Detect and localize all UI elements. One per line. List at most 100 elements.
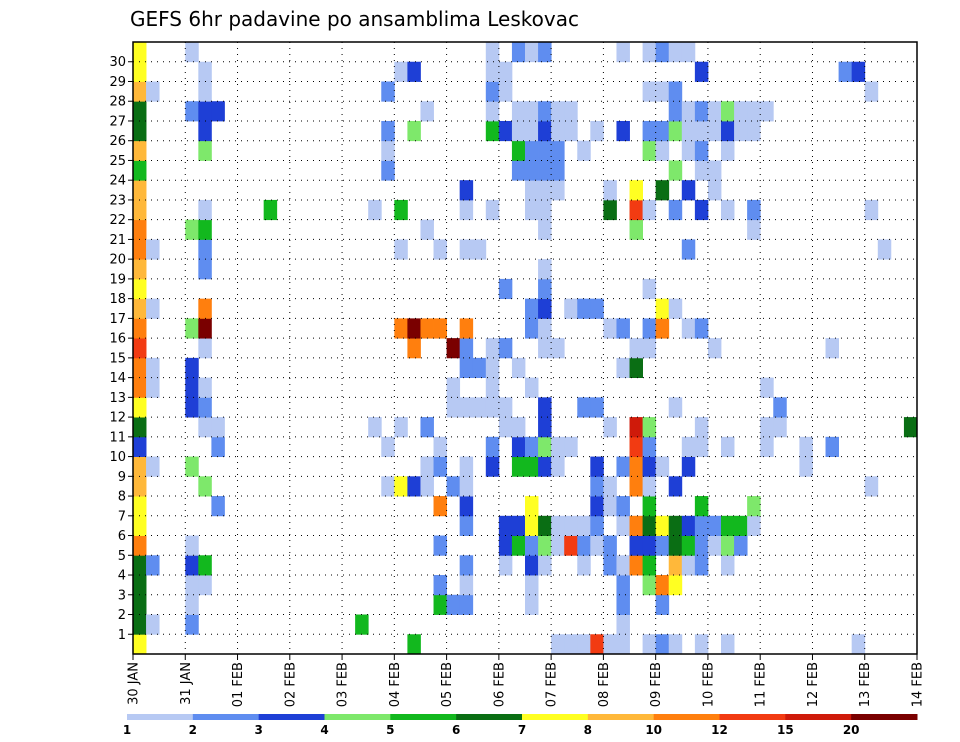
cell-member-10-step-32 xyxy=(551,436,565,457)
cell-member-27-step-41 xyxy=(668,101,683,122)
plot-frame xyxy=(132,41,918,655)
cell-member-14-step-1 xyxy=(146,357,160,379)
y-tick-label: 7 xyxy=(118,509,126,524)
x-tick-label: 03 FEB xyxy=(336,662,351,707)
cell-member-23-step-30 xyxy=(525,180,539,201)
cell-member-6-step-41 xyxy=(668,515,683,536)
cell-member-5-step-38 xyxy=(629,535,643,556)
cell-member-26-step-40 xyxy=(655,120,670,142)
cell-member-6-step-31 xyxy=(538,515,552,536)
cell-member-8-step-24 xyxy=(446,476,461,497)
cell-member-24-step-29 xyxy=(511,160,526,181)
cell-member-9-step-32 xyxy=(551,456,565,477)
cell-member-6-step-45 xyxy=(721,515,735,536)
cell-member-7-step-47 xyxy=(747,496,761,517)
cell-member-5-step-35 xyxy=(590,535,604,556)
y-tick-label: 2 xyxy=(118,608,126,623)
cell-member-17-step-41 xyxy=(668,298,683,319)
cell-member-20-step-0 xyxy=(133,239,147,260)
legend-label: 3 xyxy=(254,723,262,737)
cell-member-9-step-37 xyxy=(616,456,630,477)
cell-member-24-step-41 xyxy=(668,160,683,181)
cell-member-9-step-31 xyxy=(538,456,552,477)
cell-member-4-step-5 xyxy=(198,555,212,576)
cell-member-21-step-22 xyxy=(420,219,434,240)
cell-member-15-step-5 xyxy=(198,338,212,359)
x-tick-label: 01 FEB xyxy=(231,662,246,707)
cell-member-29-step-43 xyxy=(694,61,709,82)
y-axis-ticks: 1234567891011121314151617181920212223242… xyxy=(109,55,133,643)
cell-member-12-step-25 xyxy=(459,397,474,418)
x-tick-label: 05 FEB xyxy=(440,662,455,707)
cell-member-12-step-4 xyxy=(185,397,199,418)
cell-member-10-step-42 xyxy=(681,436,696,457)
cell-member-27-step-42 xyxy=(681,101,696,122)
cell-member-3-step-30 xyxy=(525,575,539,596)
cell-member-22-step-20 xyxy=(394,199,408,221)
cell-member-0-step-36 xyxy=(603,634,617,655)
cell-member-7-step-36 xyxy=(603,496,617,517)
cell-member-8-step-21 xyxy=(407,476,421,497)
cell-member-28-step-19 xyxy=(381,81,395,102)
cell-member-11-step-49 xyxy=(773,417,787,438)
cell-member-26-step-27 xyxy=(485,120,500,142)
cell-member-20-step-57 xyxy=(877,239,892,260)
x-tick-label: 02 FEB xyxy=(283,662,298,707)
cell-member-17-step-0 xyxy=(133,298,147,319)
cell-member-4-step-43 xyxy=(694,555,709,576)
cell-member-20-step-5 xyxy=(198,239,212,260)
y-tick-label: 20 xyxy=(109,253,126,268)
cell-member-9-step-25 xyxy=(459,456,474,477)
cell-member-12-step-31 xyxy=(538,397,552,418)
cell-member-10-step-19 xyxy=(381,436,395,457)
cell-member-13-step-27 xyxy=(485,377,500,398)
y-tick-label: 11 xyxy=(109,430,126,445)
cell-member-29-step-20 xyxy=(394,61,408,82)
cell-member-29-step-0 xyxy=(133,61,147,82)
cell-member-5-step-39 xyxy=(642,535,657,556)
cell-member-20-step-1 xyxy=(146,239,160,260)
cell-member-0-step-21 xyxy=(407,634,421,655)
cell-member-30-step-29 xyxy=(511,42,526,63)
y-tick-label: 3 xyxy=(118,588,126,603)
cell-member-20-step-20 xyxy=(394,239,408,260)
cell-member-1-step-1 xyxy=(146,614,160,635)
y-tick-label: 8 xyxy=(118,490,126,505)
cell-member-21-step-5 xyxy=(198,219,212,240)
cell-member-17-step-33 xyxy=(564,298,578,319)
cell-member-23-step-38 xyxy=(629,180,643,201)
cell-member-7-step-35 xyxy=(590,496,604,517)
cell-member-6-step-42 xyxy=(681,515,696,536)
cell-member-18-step-0 xyxy=(133,278,147,300)
cell-member-9-step-29 xyxy=(511,456,526,477)
cell-member-27-step-30 xyxy=(525,101,539,122)
cell-member-4-step-31 xyxy=(538,555,552,576)
cell-member-11-step-28 xyxy=(498,417,513,438)
cell-member-6-step-32 xyxy=(551,515,565,536)
cell-member-4-step-0 xyxy=(133,555,147,576)
cell-member-27-step-4 xyxy=(185,101,199,122)
cell-member-29-step-5 xyxy=(198,61,212,82)
y-tick-label: 25 xyxy=(109,154,126,169)
cell-member-22-step-25 xyxy=(459,199,474,221)
cell-member-28-step-5 xyxy=(198,81,212,102)
cell-member-10-step-48 xyxy=(760,436,774,457)
cell-member-26-step-42 xyxy=(681,120,696,142)
cell-member-20-step-25 xyxy=(459,239,474,260)
cell-member-12-step-28 xyxy=(498,397,513,418)
cell-member-30-step-30 xyxy=(525,42,539,63)
cell-member-23-step-31 xyxy=(538,180,552,201)
y-tick-label: 13 xyxy=(109,391,126,406)
cell-member-15-step-24 xyxy=(446,338,461,359)
y-tick-label: 21 xyxy=(109,233,126,248)
cell-member-22-step-43 xyxy=(694,199,709,221)
cell-member-7-step-25 xyxy=(459,496,474,517)
cell-member-21-step-31 xyxy=(538,219,552,240)
cell-member-29-step-54 xyxy=(838,61,853,82)
cell-member-15-step-0 xyxy=(133,338,147,359)
x-axis-ticks: 30 JAN 31 JAN 01 FEB 02 FEB 03 FEB 04 FEB 05 F… xyxy=(127,654,926,707)
cell-member-9-step-51 xyxy=(799,456,813,477)
cell-member-26-step-31 xyxy=(538,120,552,142)
cell-member-23-step-0 xyxy=(133,180,147,201)
cell-member-8-step-25 xyxy=(459,476,474,497)
